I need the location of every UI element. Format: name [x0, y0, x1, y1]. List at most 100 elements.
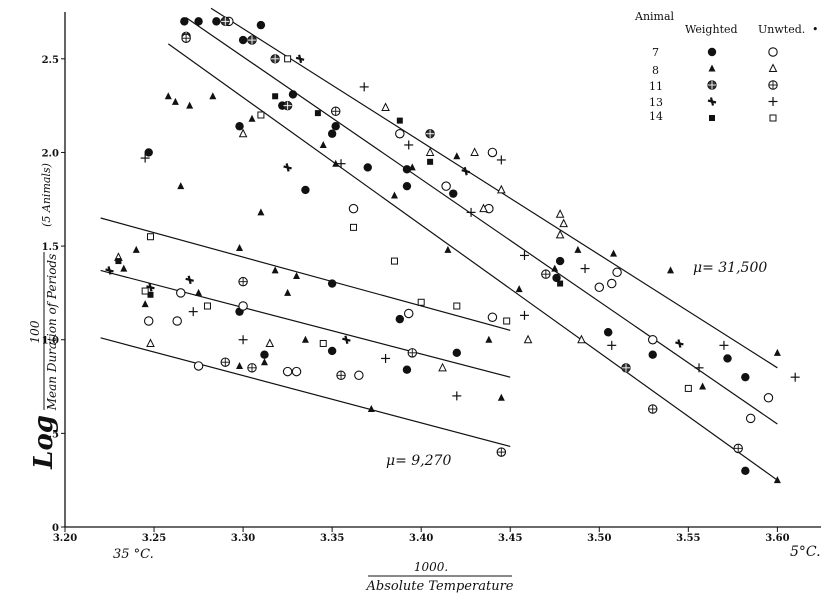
data-point-filled-circle	[555, 256, 565, 266]
y-tick-label: 2.5	[42, 55, 59, 66]
data-point-open-circle	[238, 301, 248, 311]
data-point-filled-triangle	[610, 249, 618, 257]
data-point-filled-circle	[395, 314, 405, 324]
data-point-open-triangle	[497, 184, 506, 194]
data-point-open-circle	[395, 128, 405, 139]
data-point-open-square	[390, 257, 398, 265]
data-point-open-square	[684, 384, 692, 392]
x-tick-label: 3.20	[53, 533, 77, 544]
legend: Animal Weighted Unwted. • 7 8 11 13 14	[634, 10, 819, 123]
data-point-plus	[496, 155, 506, 165]
regression-line-upper-3	[167, 43, 778, 481]
x-tick-label: 3.40	[409, 533, 433, 544]
data-point-filled-triangle	[284, 288, 292, 296]
legend-marker-unweighted-8	[768, 63, 778, 72]
data-point-open-triangle	[523, 334, 533, 344]
data-point-open-circle	[354, 370, 364, 381]
legend-animal-13: 13	[649, 96, 663, 109]
data-point-filled-triangle	[186, 101, 194, 109]
data-point-filled-cross	[461, 166, 470, 176]
data-point-filled-circle	[648, 350, 657, 359]
data-point-open-triangle	[470, 147, 479, 156]
data-point-filled-triangle	[141, 300, 149, 308]
data-point-filled-square	[115, 258, 122, 265]
data-point-filled-triangle	[171, 97, 179, 105]
data-point-filled-circle	[723, 354, 732, 363]
data-point-filled-cross	[146, 283, 155, 292]
data-points	[105, 16, 800, 484]
data-point-filled-circle	[327, 129, 337, 138]
data-point-filled-triangle	[260, 358, 268, 366]
x-tick-label: 3.25	[142, 533, 166, 544]
data-point-filled-circle	[402, 165, 412, 174]
data-point-open-triangle	[555, 209, 565, 218]
data-point-open-crossed-circle	[181, 33, 191, 43]
x-axis-label-denominator: Absolute Temperature	[366, 579, 514, 594]
data-point-plus	[580, 264, 590, 274]
x-tick-label: 3.30	[231, 533, 255, 544]
y-axis-label-numerator: 100	[28, 320, 42, 343]
regression-lines	[100, 7, 778, 481]
x-extra-label-35c: 35 °C.	[113, 547, 154, 562]
x-tick-label: 3.35	[320, 533, 344, 544]
x-extra-label-5c: 5°C.	[790, 544, 821, 560]
data-point-open-triangle	[479, 203, 488, 213]
legend-header-unweighted: Unwted.	[758, 23, 805, 36]
data-point-open-circle	[607, 278, 617, 289]
legend-marker-unweighted-11	[768, 80, 778, 90]
regression-line-lower-3	[100, 337, 511, 448]
data-point-filled-triangle	[408, 163, 416, 171]
data-point-filled-circle	[238, 35, 248, 45]
data-point-filled-triangle	[236, 243, 244, 251]
legend-dot: •	[812, 23, 819, 36]
data-point-plus	[719, 340, 729, 350]
data-point-open-crossed-circle	[330, 106, 341, 117]
data-point-filled-triangle	[248, 114, 256, 122]
data-point-filled-circle	[402, 181, 412, 191]
data-point-open-circle	[348, 203, 359, 214]
data-point-filled-triangle	[699, 382, 707, 390]
data-point-filled-triangle	[209, 92, 217, 100]
regression-line-lower-2	[100, 269, 511, 378]
y-axis-label: Log 100 Mean Duration of Periods (5 Anim…	[28, 163, 59, 470]
data-point-plus	[359, 82, 369, 92]
data-point-filled-square	[396, 117, 403, 124]
data-point-open-circle	[291, 366, 302, 377]
data-point-open-square	[417, 298, 425, 306]
data-point-filled-circle	[180, 17, 189, 26]
data-point-filled-circle	[256, 20, 266, 30]
data-point-open-triangle	[559, 218, 568, 228]
data-point-open-square	[503, 317, 511, 325]
regression-line-upper-1	[210, 7, 778, 369]
data-point-open-circle	[487, 147, 498, 158]
data-point-open-triangle	[577, 334, 586, 344]
data-point-open-circle	[176, 288, 186, 298]
data-point-filled-triangle	[293, 272, 301, 280]
x-tick-label: 3.60	[765, 533, 789, 544]
data-point-filled-cross	[295, 54, 305, 64]
x-axis-label-numerator: 1000.	[414, 560, 448, 574]
y-axis-label-suffix: (5 Animals)	[40, 163, 53, 227]
data-point-filled-triangle	[390, 191, 398, 199]
data-point-filled-triangle	[301, 335, 309, 343]
data-point-filled-square	[147, 291, 154, 298]
data-point-open-circle	[594, 282, 605, 293]
data-point-open-circle	[193, 361, 204, 371]
regression-line-lower-1	[100, 217, 511, 331]
data-point-filled-triangle	[667, 266, 675, 274]
legend-marker-unweighted-14	[769, 114, 777, 122]
data-point-filled-triangle	[773, 476, 781, 484]
data-point-filled-circle	[363, 163, 372, 172]
legend-header-animal: Animal	[634, 10, 675, 23]
data-point-filled-circle	[331, 122, 340, 131]
legend-marker-unweighted-13	[768, 97, 778, 106]
data-point-filled-triangle	[773, 348, 781, 356]
data-point-filled-triangle	[497, 393, 505, 401]
data-point-filled-cross	[603, 327, 613, 337]
data-point-filled-circle	[327, 279, 337, 288]
data-point-open-crossed-circle	[496, 447, 507, 457]
data-point-filled-square	[272, 93, 279, 100]
data-point-filled-triangle	[195, 288, 203, 296]
legend-header-weighted: Weighted	[685, 23, 738, 36]
data-point-open-square	[203, 302, 211, 310]
